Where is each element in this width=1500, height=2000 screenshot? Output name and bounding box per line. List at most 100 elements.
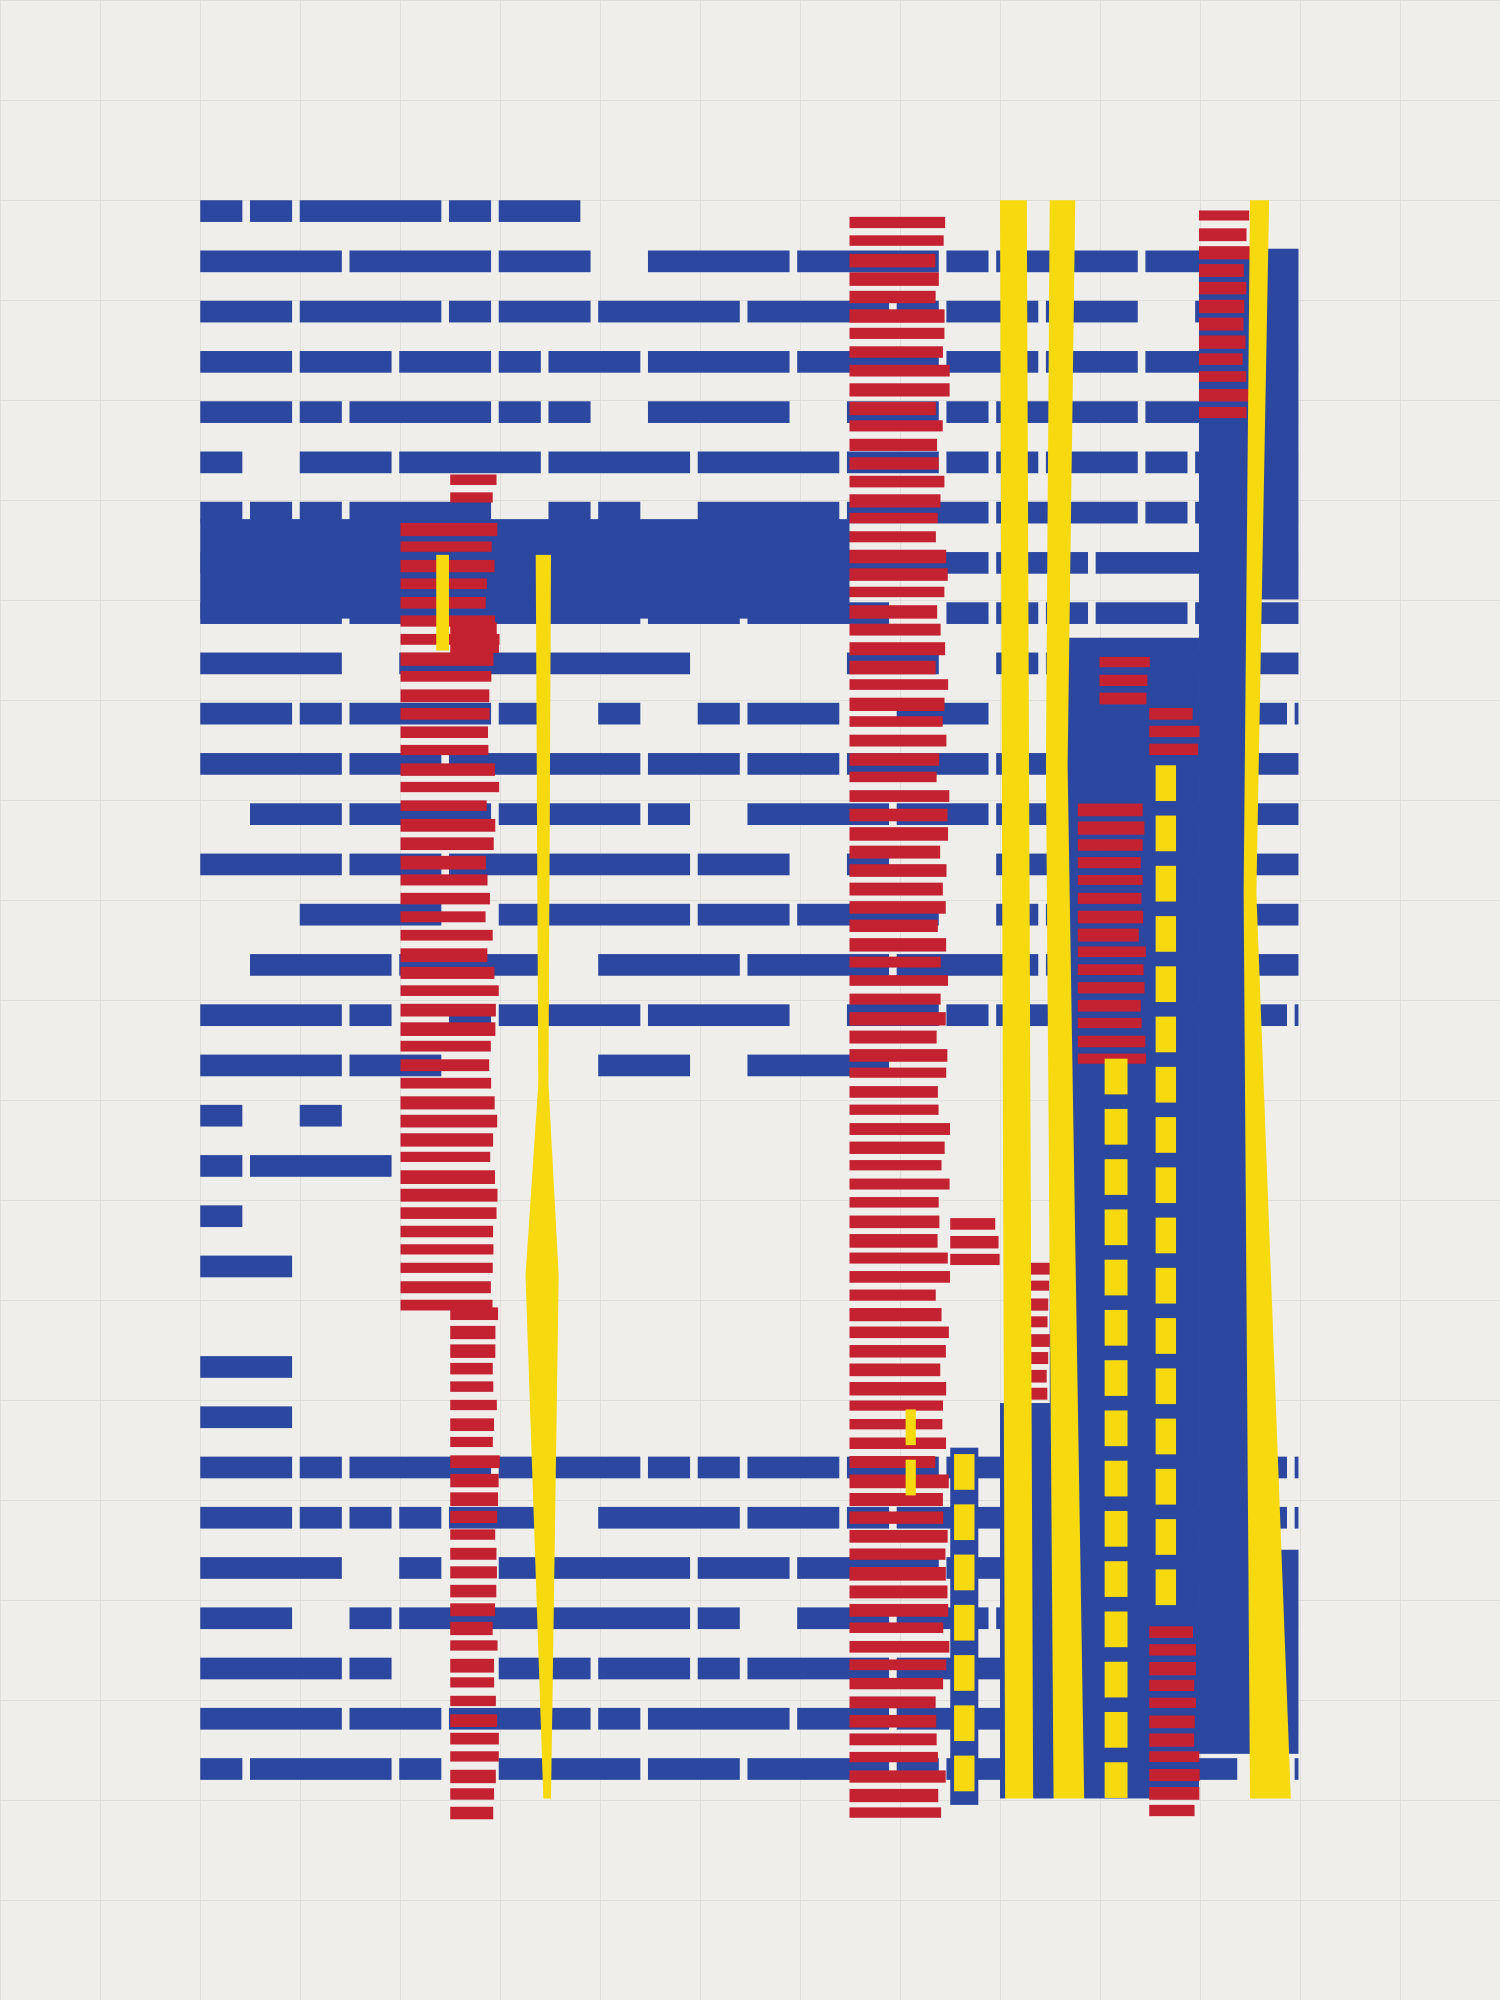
- red-stripe: [1149, 1786, 1200, 1800]
- blue-bar: [946, 602, 989, 624]
- grid-line: [0, 1799, 1500, 1801]
- blue-bar: [498, 1657, 541, 1680]
- red-stripe: [1077, 839, 1143, 851]
- grid-line: [0, 899, 1500, 901]
- red-stripe: [849, 290, 936, 304]
- grid-line: [0, 1200, 1500, 1201]
- red-stripe: [400, 763, 495, 776]
- red-stripe: [400, 1003, 496, 1017]
- red-stripe: [849, 679, 949, 690]
- red-stripe: [1149, 725, 1200, 738]
- red-stripe: [450, 1344, 496, 1358]
- red-stripe: [400, 874, 488, 886]
- red-stripe: [849, 1234, 938, 1248]
- grid-line: [0, 1500, 1500, 1501]
- grid-line: [0, 1300, 1500, 1301]
- yellow-tile: [1104, 1762, 1128, 1798]
- red-stripe: [1198, 299, 1245, 314]
- red-stripe: [1149, 1697, 1196, 1708]
- blue-bar: [548, 351, 641, 373]
- blue-bar: [200, 1657, 342, 1680]
- red-stripe: [400, 818, 496, 832]
- red-stripe: [450, 1381, 494, 1392]
- yellow-tile: [1155, 916, 1177, 952]
- red-stripe: [849, 771, 937, 783]
- red-stripe: [450, 1751, 499, 1762]
- red-stripe: [450, 1714, 498, 1727]
- red-stripe: [849, 919, 938, 932]
- blue-bar: [946, 451, 989, 474]
- red-stripe: [849, 216, 946, 229]
- red-stripe: [849, 1123, 951, 1135]
- red-stripe: [849, 309, 945, 323]
- red-stripe: [849, 808, 948, 822]
- red-stripe: [400, 985, 499, 996]
- blue-bar: [200, 1004, 342, 1027]
- blue-bar: [598, 300, 740, 323]
- red-stripe: [1077, 910, 1144, 924]
- yellow-tile: [1155, 1167, 1177, 1204]
- blue-bar: [1294, 702, 1299, 725]
- grid-line: [0, 200, 1500, 201]
- yellow-tile: [1155, 765, 1177, 802]
- blue-bar: [548, 1456, 641, 1479]
- red-stripe: [849, 1788, 939, 1803]
- red-stripe: [849, 1474, 949, 1489]
- yellow-tile: [954, 1655, 975, 1691]
- blue-bar: [299, 501, 342, 524]
- red-stripe: [1024, 1280, 1050, 1291]
- blue-bar: [1294, 1758, 1299, 1780]
- blue-bar: [697, 451, 840, 474]
- blue-bar: [399, 351, 492, 373]
- red-stripe: [400, 1262, 493, 1273]
- blue-bar: [200, 451, 243, 474]
- yellow-tile: [1155, 1368, 1177, 1405]
- grid-line: [0, 1900, 1500, 1901]
- red-stripe: [1198, 353, 1243, 365]
- blue-bar: [598, 501, 641, 524]
- blue-bar: [647, 351, 790, 373]
- red-stripe: [849, 605, 938, 619]
- red-stripe: [849, 1807, 942, 1818]
- blue-bar: [697, 1557, 790, 1579]
- red-stripe: [450, 1529, 496, 1540]
- blue-bar: [200, 1255, 293, 1278]
- red-stripe: [849, 531, 936, 543]
- blue-bar: [697, 853, 790, 876]
- red-stripe: [1149, 1804, 1195, 1817]
- red-stripe: [400, 800, 487, 811]
- red-stripe: [1077, 964, 1144, 976]
- red-stripe: [400, 726, 488, 739]
- blue-bar: [200, 1356, 293, 1378]
- red-stripe: [849, 1215, 940, 1229]
- blue-bar: [200, 351, 293, 373]
- red-stripe: [849, 1049, 948, 1062]
- red-stripe: [849, 346, 943, 358]
- blue-bar: [250, 501, 293, 524]
- red-stripe: [400, 1170, 496, 1185]
- blue-bar: [697, 702, 740, 725]
- blue-bar: [697, 903, 790, 926]
- yellow-tile: [1104, 1561, 1128, 1597]
- yellow-tile: [1155, 1418, 1177, 1455]
- blue-bar: [250, 803, 342, 825]
- red-stripe: [849, 475, 945, 488]
- blue-bar: [200, 853, 342, 876]
- grid-line: [0, 500, 1500, 501]
- red-stripe: [400, 837, 494, 851]
- red-stripe: [849, 1714, 937, 1728]
- red-stripe: [400, 689, 490, 703]
- red-stripe: [849, 827, 949, 841]
- red-stripe: [400, 670, 492, 682]
- red-stripe: [849, 1455, 936, 1468]
- red-stripe: [400, 1281, 491, 1294]
- red-stripe: [1024, 1387, 1048, 1400]
- blue-bar: [647, 1707, 790, 1730]
- red-stripe: [400, 1207, 497, 1219]
- yellow-tile: [1155, 1117, 1177, 1153]
- blue-bar: [1095, 602, 1188, 624]
- blue-bar: [548, 652, 691, 675]
- red-stripe: [849, 1160, 942, 1171]
- red-stripe: [849, 1419, 943, 1430]
